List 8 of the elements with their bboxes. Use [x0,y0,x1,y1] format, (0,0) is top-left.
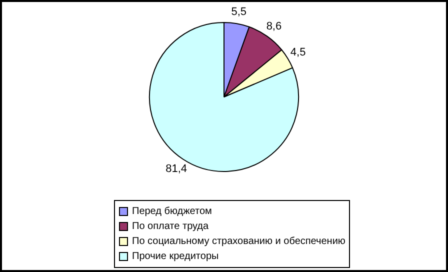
data-label: 8,6 [266,20,282,32]
legend-label: Перед бюджетом [132,205,212,219]
data-label: 81,4 [166,163,187,176]
legend-label: Прочие кредиторы [132,250,219,264]
data-label: 4,5 [290,46,306,58]
legend-label: По оплате труда [132,220,209,234]
data-label: 5,5 [231,6,247,18]
legend-label: По социальному страхованию и обеспечению [132,235,346,249]
